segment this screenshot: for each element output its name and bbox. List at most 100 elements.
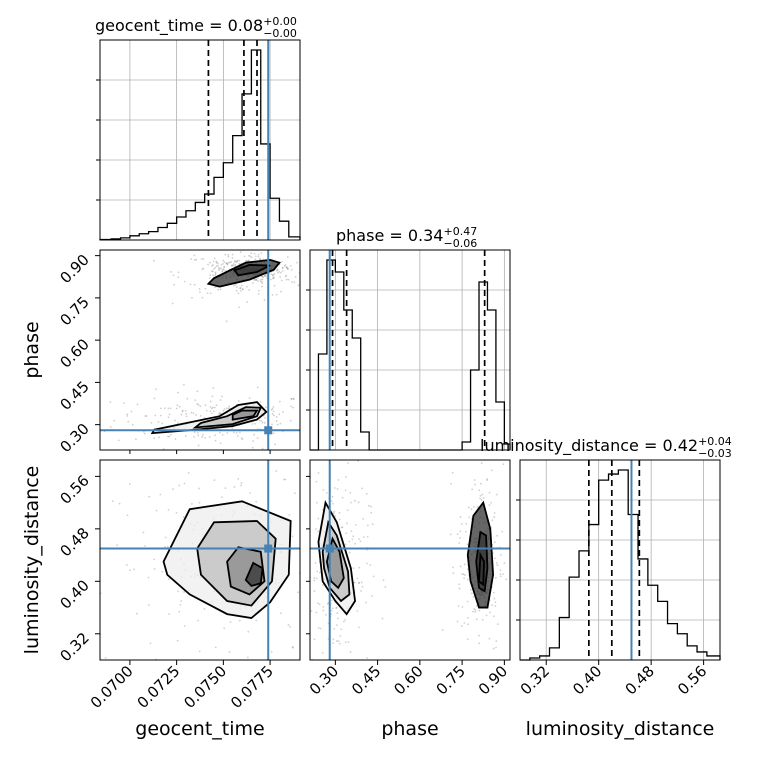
sample-point — [201, 296, 204, 299]
sample-point — [167, 435, 169, 438]
sample-point — [264, 406, 267, 409]
sample-point — [229, 621, 232, 624]
phase-ytick-label-2: 0.60 — [56, 335, 92, 371]
sample-point — [227, 253, 230, 256]
sample-point — [291, 281, 293, 283]
sample-point — [340, 628, 343, 631]
geocent_time-histogram-panel: geocent_time = 0.08+0.00 −0.00 — [95, 15, 301, 241]
sample-point — [292, 406, 295, 409]
geocent_time-vs-phase-panel — [37, 245, 306, 457]
luminosity_distance-xtick-label-1: 0.40 — [569, 662, 605, 698]
sample-point — [178, 405, 181, 408]
luminosity_distance-ytick-label-3: 0.56 — [56, 471, 92, 507]
sample-point — [181, 409, 184, 412]
sample-point — [485, 614, 488, 617]
sample-point — [462, 573, 465, 576]
geocent_time-title-upper-error: +0.00 — [263, 15, 297, 28]
sample-point — [473, 661, 475, 663]
sample-point — [297, 591, 299, 594]
sample-point — [135, 438, 137, 440]
sample-point — [326, 603, 329, 605]
geocent_time-hist-background — [100, 40, 300, 240]
sample-point — [278, 413, 281, 416]
sample-point — [272, 406, 275, 408]
sample-point — [197, 444, 200, 447]
sample-point — [248, 259, 250, 262]
sample-point — [177, 271, 180, 274]
sample-point — [199, 405, 202, 408]
sample-point — [490, 469, 493, 472]
geocent_time-vs-phase-truth-marker — [264, 426, 273, 435]
sample-point — [126, 415, 129, 417]
sample-point — [456, 533, 459, 536]
sample-point — [174, 438, 177, 440]
sample-point — [304, 436, 306, 438]
sample-point — [280, 279, 283, 282]
sample-point — [217, 245, 219, 247]
sample-point — [215, 404, 218, 407]
sample-point — [233, 284, 236, 287]
sample-point — [293, 492, 296, 495]
sample-point — [193, 283, 196, 286]
geocent_time-vs-phase-contour-2 — [231, 409, 259, 421]
sample-point — [228, 651, 231, 653]
sample-point — [155, 388, 157, 391]
phase-vs-luminosity_distance-contour-5 — [478, 551, 485, 587]
sample-point — [221, 270, 223, 273]
sample-point — [288, 514, 291, 516]
geocent_time-x-axis-label: geocent_time — [135, 718, 264, 740]
sample-point — [260, 419, 263, 422]
sample-point — [459, 530, 462, 533]
sample-point — [276, 271, 279, 274]
sample-point — [237, 400, 240, 402]
sample-point — [37, 403, 39, 405]
sample-point — [193, 431, 196, 434]
sample-point — [276, 423, 279, 426]
sample-point — [164, 546, 166, 548]
sample-point — [474, 671, 476, 673]
sample-point — [263, 274, 266, 277]
sample-point — [272, 414, 275, 417]
sample-point — [459, 516, 462, 518]
sample-point — [290, 405, 293, 408]
sample-point — [98, 404, 100, 406]
sample-point — [191, 677, 193, 679]
geocent_time-vs-phase-contour-4 — [233, 264, 271, 277]
sample-point — [349, 651, 352, 653]
sample-point — [356, 577, 359, 580]
sample-point — [501, 530, 504, 533]
sample-point — [257, 280, 259, 282]
phase-vs-luminosity_distance-truth-marker — [325, 544, 334, 553]
luminosity_distance-y-axis-label: luminosity_distance — [21, 466, 43, 655]
sample-point — [204, 437, 206, 439]
sample-point — [199, 455, 201, 457]
sample-point — [291, 646, 294, 648]
sample-point — [153, 558, 155, 561]
sample-point — [253, 278, 256, 281]
sample-point — [235, 286, 238, 288]
sample-point — [452, 566, 454, 569]
sample-point — [135, 612, 138, 615]
sample-point — [174, 419, 176, 422]
phase-title-lower-error: −0.06 — [443, 237, 477, 250]
sample-point — [253, 433, 256, 436]
sample-point — [202, 258, 205, 260]
sample-point — [142, 531, 145, 534]
sample-point — [225, 407, 228, 410]
sample-point — [104, 656, 107, 659]
geocent_time-xtick-label-2: 0.0750 — [180, 662, 230, 712]
sample-point — [479, 497, 482, 500]
geocent_time-vs-phase-contour-0 — [150, 401, 268, 435]
sample-point — [186, 397, 189, 400]
sample-point — [217, 268, 220, 271]
sample-point — [232, 263, 235, 265]
sample-point — [499, 554, 502, 556]
sample-point — [490, 501, 493, 504]
sample-point — [218, 412, 221, 414]
sample-point — [209, 292, 212, 295]
sample-point — [212, 264, 215, 266]
sample-point — [193, 435, 195, 438]
sample-point — [297, 284, 300, 287]
sample-point — [109, 426, 112, 428]
sample-point — [196, 403, 199, 405]
